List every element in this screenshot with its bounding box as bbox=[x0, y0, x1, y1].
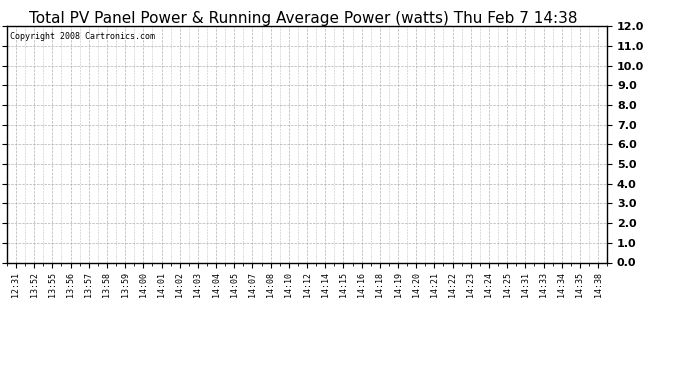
Text: Copyright 2008 Cartronics.com: Copyright 2008 Cartronics.com bbox=[10, 32, 155, 41]
Text: Total PV Panel Power & Running Average Power (watts) Thu Feb 7 14:38: Total PV Panel Power & Running Average P… bbox=[30, 11, 578, 26]
